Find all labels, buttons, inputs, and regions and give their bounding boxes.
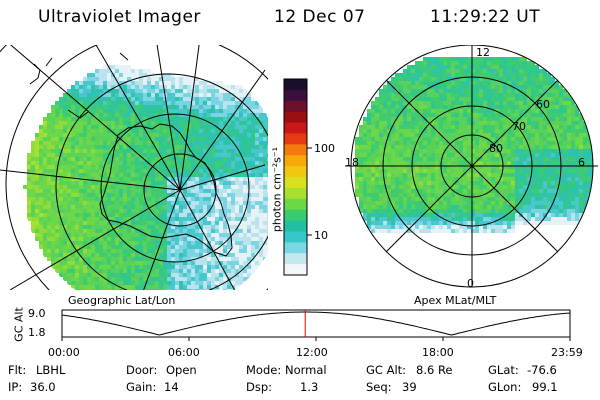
- right-panel-caption: Apex MLat/MLT: [414, 294, 497, 307]
- mlat-label-70: 70: [512, 120, 526, 133]
- filter-label: Flt:: [8, 363, 27, 377]
- instrument-title: Ultraviolet Imager: [38, 7, 201, 27]
- glon-value: 99.1: [532, 380, 558, 394]
- colorbar-tick-100: 100: [314, 142, 335, 155]
- orbit-xtick-1200: 12:00: [296, 346, 328, 359]
- seq-label: Seq:: [366, 380, 392, 394]
- observation-date: 12 Dec 07: [274, 7, 366, 27]
- colorbar-cell: [284, 220, 307, 233]
- dsp-value: 1.3: [300, 380, 319, 394]
- geographic-emission-pixels: [23, 65, 268, 290]
- colorbar-cell: [284, 89, 307, 102]
- geographic-image-plot: [0, 45, 268, 290]
- ip-value: 36.0: [30, 380, 56, 394]
- glon-label: GLon:: [488, 380, 522, 394]
- filter-value: LBHL: [36, 363, 66, 377]
- mode-label: Mode:: [246, 363, 282, 377]
- orbit-axis-label: GC Alt: [12, 307, 26, 342]
- colorbar-cell: [284, 231, 307, 243]
- magnetic-polar-plot: [345, 45, 598, 288]
- geographic-grid-lines: [0, 45, 268, 290]
- ip-label: IP:: [8, 380, 23, 394]
- mlt-label-0: 0: [467, 277, 474, 290]
- colorbar-cell: [284, 133, 307, 145]
- colorbar-unit-label: photon cm⁻²s⁻¹: [270, 146, 284, 233]
- orbit-xtick-0600: 06:00: [168, 346, 200, 359]
- colorbar-cell: [284, 166, 307, 178]
- colorbar-cell: [284, 79, 307, 91]
- door-label: Door:: [126, 363, 158, 377]
- mlat-label-60: 60: [536, 98, 550, 111]
- colorbar-cell: [284, 144, 307, 156]
- seq-value: 39: [402, 380, 417, 394]
- orbit-xtick-1800: 18:00: [422, 346, 454, 359]
- colorbar-cell: [284, 155, 307, 167]
- gain-value: 14: [164, 380, 179, 394]
- orbit-altitude-plot: [61, 309, 571, 341]
- magnetic-grid: [345, 45, 598, 288]
- orbit-xtick-0000: 00:00: [48, 346, 80, 359]
- gc-alt-value: 8.6 Re: [416, 363, 453, 377]
- colorbar-cell: [284, 253, 307, 265]
- door-value: Open: [166, 363, 197, 377]
- colorbar-cell: [284, 187, 307, 200]
- glat-value: -76.6: [527, 363, 557, 377]
- observation-time: 11:29:22 UT: [430, 7, 541, 27]
- left-panel-caption: Geographic Lat/Lon: [68, 294, 176, 307]
- continent-outline: [99, 123, 233, 257]
- orbit-xtick-2359: 23:59: [551, 346, 583, 359]
- colorbar-cell: [284, 198, 307, 211]
- coast-outline-north: [29, 52, 129, 119]
- orbit-ytick-bottom: 1.8: [28, 326, 46, 339]
- colorbar-cell: [284, 122, 307, 135]
- gain-label: Gain:: [126, 380, 157, 394]
- orbit-altitude-curve: [61, 311, 571, 336]
- colorbar-cell: [284, 209, 307, 222]
- intensity-colorbar: [283, 78, 312, 276]
- gc-alt-label: GC Alt:: [366, 363, 407, 377]
- colorbar-cell: [284, 242, 307, 254]
- glat-label: GLat:: [488, 363, 519, 377]
- colorbar-cell: [284, 177, 307, 189]
- orbit-ytick-top: 9.0: [28, 307, 46, 320]
- mode-value: Normal: [285, 363, 327, 377]
- mlt-label-18: 18: [345, 156, 359, 169]
- mlat-label-80: 80: [489, 142, 503, 155]
- colorbar-cell: [284, 264, 307, 276]
- dsp-label: Dsp:: [246, 380, 273, 394]
- colorbar-cell: [284, 111, 307, 124]
- mlt-label-12: 12: [476, 46, 490, 59]
- colorbar-cell: [284, 100, 307, 113]
- colorbar-tick-10: 10: [314, 229, 328, 242]
- mlt-label-6: 6: [578, 156, 585, 169]
